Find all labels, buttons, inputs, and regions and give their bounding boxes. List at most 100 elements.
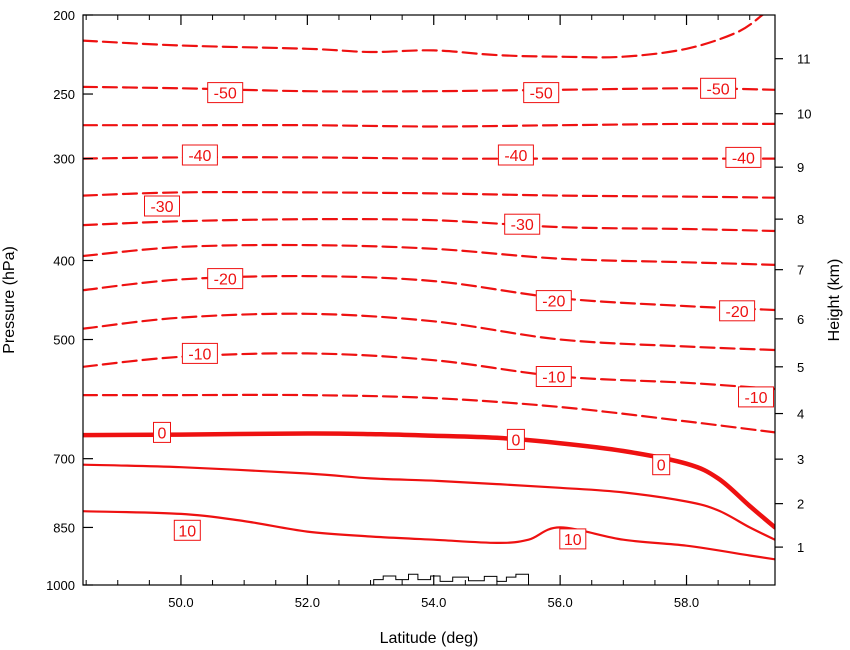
contour-label: -40 [181,144,218,166]
plot-frame [82,14,776,586]
contour-label-text: 0 [158,425,167,442]
y-tick-label: 200 [53,8,75,23]
contour-lines [83,15,775,561]
contour-label-box [181,144,218,166]
contour-label-text: -30 [150,199,173,216]
contour-label: 0 [652,454,671,476]
y2-tick-label: 6 [797,312,804,327]
contour-label-box [144,195,180,217]
contour-line-m55 [83,15,764,59]
y-tick-label: 250 [53,87,75,102]
y-tick-label: 1000 [46,578,75,593]
contour-label-text: -10 [188,346,211,363]
contour-label-box [559,528,587,550]
x-axis-title: Latitude (deg) [380,630,479,647]
y-tick-label: 500 [53,333,75,348]
contour-label-box [535,366,572,387]
y2-tick-label: 7 [797,263,804,278]
contour-label: -10 [738,386,774,408]
contour-label-box [506,428,525,450]
y-axis-title: Pressure (hPa) [1,246,18,354]
contour-label-box [535,290,572,312]
contour-label-text: -20 [542,294,565,311]
contour-label-text: -20 [726,304,749,321]
contour-line-m30 [83,217,775,233]
y-tick-label: 700 [53,452,75,467]
contour-label: 0 [153,421,171,443]
x-tick-label: 50.0 [168,595,193,610]
contour-line-m5 [83,393,775,434]
terrain-outline [373,573,529,585]
contour-label-text: 0 [511,432,520,449]
contour-label-box [181,342,218,364]
y2-tick-label: 10 [797,107,811,122]
y2-tick-label: 5 [797,360,804,375]
contour-label-text: -10 [542,370,565,387]
contour-label: -10 [181,342,218,364]
contour-label: -30 [504,213,541,235]
contour-label-box [207,82,244,104]
y2-tick-label: 2 [797,497,804,512]
contour-label: -10 [535,366,572,387]
contour-label: -20 [719,300,756,322]
axes: 50.0 52.0 54.0 56.0 58.020025030040050070085… [46,8,811,610]
contour-label-box [738,386,774,408]
contour-line-m25 [83,243,775,266]
contour-label-text: 0 [657,458,666,475]
contour-label: -20 [535,290,572,312]
y-tick-label: 300 [53,152,75,167]
x-tick-label: 54.0 [421,595,446,610]
contour-label: -50 [207,82,244,104]
contour-line-m20 [83,274,775,312]
terrain-step-line [373,573,529,585]
y2-tick-label: 9 [797,160,804,175]
contour-label-text: -50 [214,86,237,103]
contour-label: -20 [207,268,244,290]
y2-tick-label: 3 [797,452,804,467]
y-tick-label: 850 [53,520,75,535]
contour-label-box [497,144,534,166]
contour-label: -50 [700,77,737,99]
contour-label-text: 10 [564,532,582,549]
contour-label-box [153,421,171,443]
contour-label: 0 [506,428,525,450]
contour-label: -40 [497,144,534,166]
contour-label-text: -10 [744,390,767,407]
y2-tick-label: 1 [797,540,804,555]
contour-label-box [504,213,541,235]
contour-label-box [207,268,244,290]
contour-line-5 [83,463,775,541]
contour-label-text: -50 [707,81,730,98]
contour-label: -30 [144,195,180,217]
contour-label-box [173,519,201,541]
x-tick-label: 52.0 [295,595,320,610]
contour-line-10 [83,510,775,561]
contour-label-box [652,454,671,476]
contour-label-box [725,146,762,168]
contour-line-m15 [83,312,775,352]
contour-label-text: -40 [188,148,211,165]
contour-label: -40 [725,146,762,168]
contour-label-text: -40 [732,150,755,167]
contour-label: 10 [559,528,587,550]
y2-axis-title: Height (km) [826,259,843,342]
x-tick-label: 58.0 [674,595,699,610]
contour-label: 10 [173,519,201,541]
y-tick-label: 400 [53,253,75,268]
contour-label-box [700,77,737,99]
contour-label: -50 [523,82,560,104]
y2-tick-label: 11 [797,52,811,67]
contour-label-box [719,300,756,322]
contour-label-text: -30 [511,217,534,234]
contour-label-text: 10 [178,523,196,540]
contour-line-m35 [83,190,775,199]
contour-label-box [523,82,560,104]
x-tick-label: 56.0 [547,595,572,610]
contour-line-m45 [83,122,775,128]
contour-labels: -50 -50 -50 -40 -40 -40 -30 -30 -20 -20 -20 -10 -10 -… [144,77,774,550]
contour-line-m50 [83,85,775,93]
contour-label-text: -40 [504,148,527,165]
y2-tick-label: 8 [797,212,804,227]
contour-label-text: -20 [214,272,237,289]
